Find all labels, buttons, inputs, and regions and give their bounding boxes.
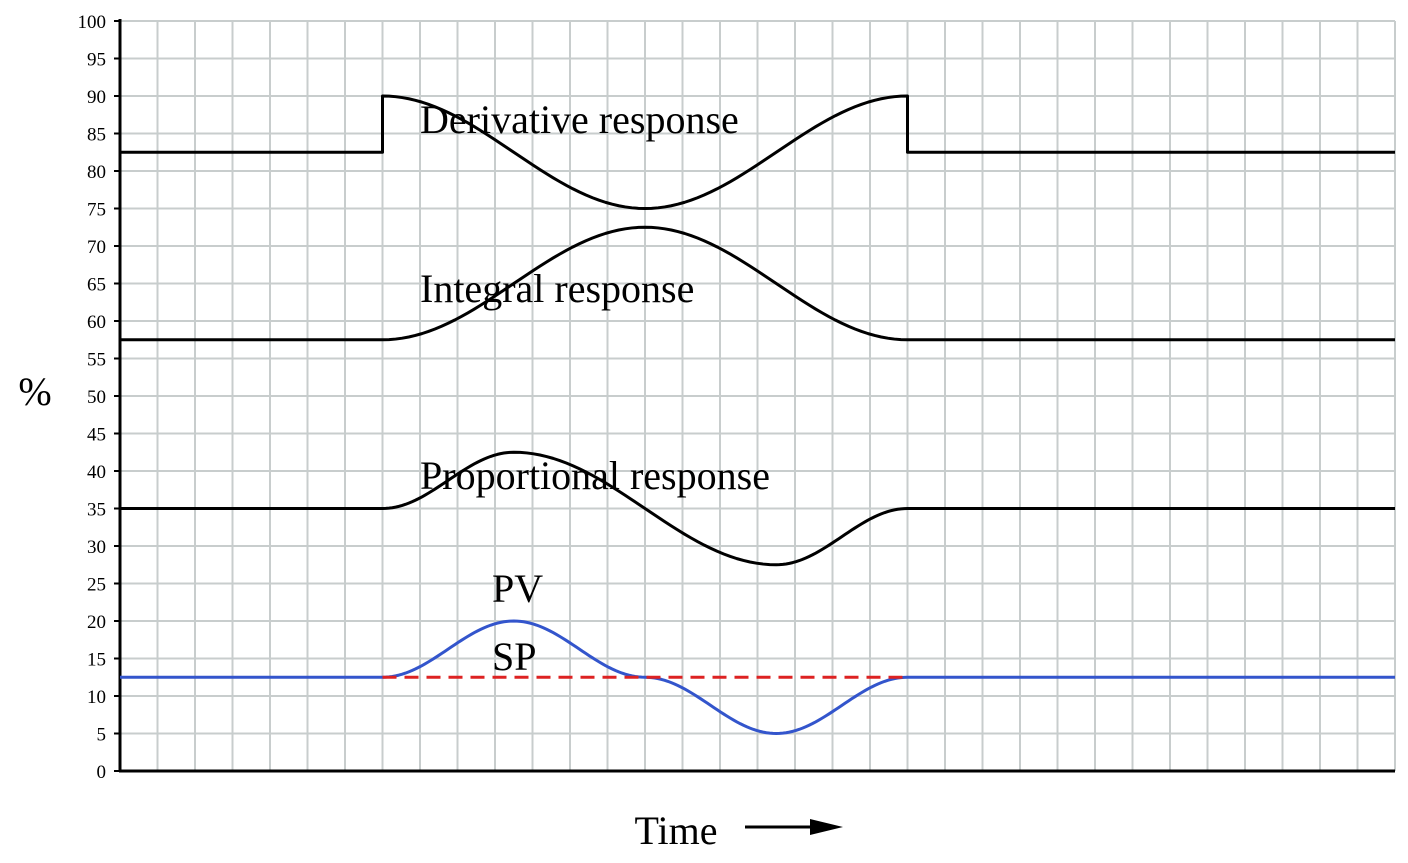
time-arrow-icon [745, 819, 843, 835]
series-line-pv [120, 619, 1395, 735]
y-tick-label: 90 [87, 87, 106, 108]
y-tick-label: 10 [87, 687, 106, 708]
y-tick-label: 100 [78, 12, 107, 33]
y-tick-label: 0 [97, 762, 107, 783]
y-tick-label: 60 [87, 312, 106, 333]
y-tick-label: 55 [87, 350, 106, 371]
series-line-integral-response [120, 225, 1395, 342]
y-tick-label: 25 [87, 575, 106, 596]
series-label-integral-response: Integral response [420, 266, 694, 311]
grid [120, 20, 1396, 771]
y-tick-label: 75 [87, 200, 106, 221]
y-tick-labels: 0 5 10 15 20 25 30 35 40 45 50 55 60 65 70 75 80 85 90 95 10… [78, 12, 107, 783]
y-tick-label: 85 [87, 125, 106, 146]
series-line-proportional-response [120, 450, 1395, 567]
y-tick-label: 45 [87, 425, 106, 446]
y-tick-label: 65 [87, 275, 106, 296]
series-lines [120, 94, 1395, 735]
series-label-sp: SP [492, 634, 537, 679]
series-labels: Derivative response Integral response Prop… [420, 97, 770, 679]
series-label-derivative-response: Derivative response [420, 97, 739, 142]
y-tick-label: 20 [87, 612, 106, 633]
y-tick-label: 95 [87, 50, 106, 71]
axes [114, 19, 1395, 773]
y-tick-label: 70 [87, 237, 106, 258]
y-tick-label: 15 [87, 650, 106, 671]
y-tick-label: 5 [97, 725, 107, 746]
y-tick-label: 40 [87, 462, 106, 483]
y-tick-label: 80 [87, 162, 106, 183]
series-label-pv: PV [492, 566, 543, 611]
y-tick-label: 30 [87, 537, 106, 558]
y-tick-label: 35 [87, 500, 106, 521]
series-label-proportional-response: Proportional response [420, 453, 770, 498]
y-tick-label: 50 [87, 387, 106, 408]
x-axis-label: Time [634, 808, 717, 853]
series-line-derivative-response [120, 94, 1395, 210]
y-axis-label: % [18, 369, 51, 414]
